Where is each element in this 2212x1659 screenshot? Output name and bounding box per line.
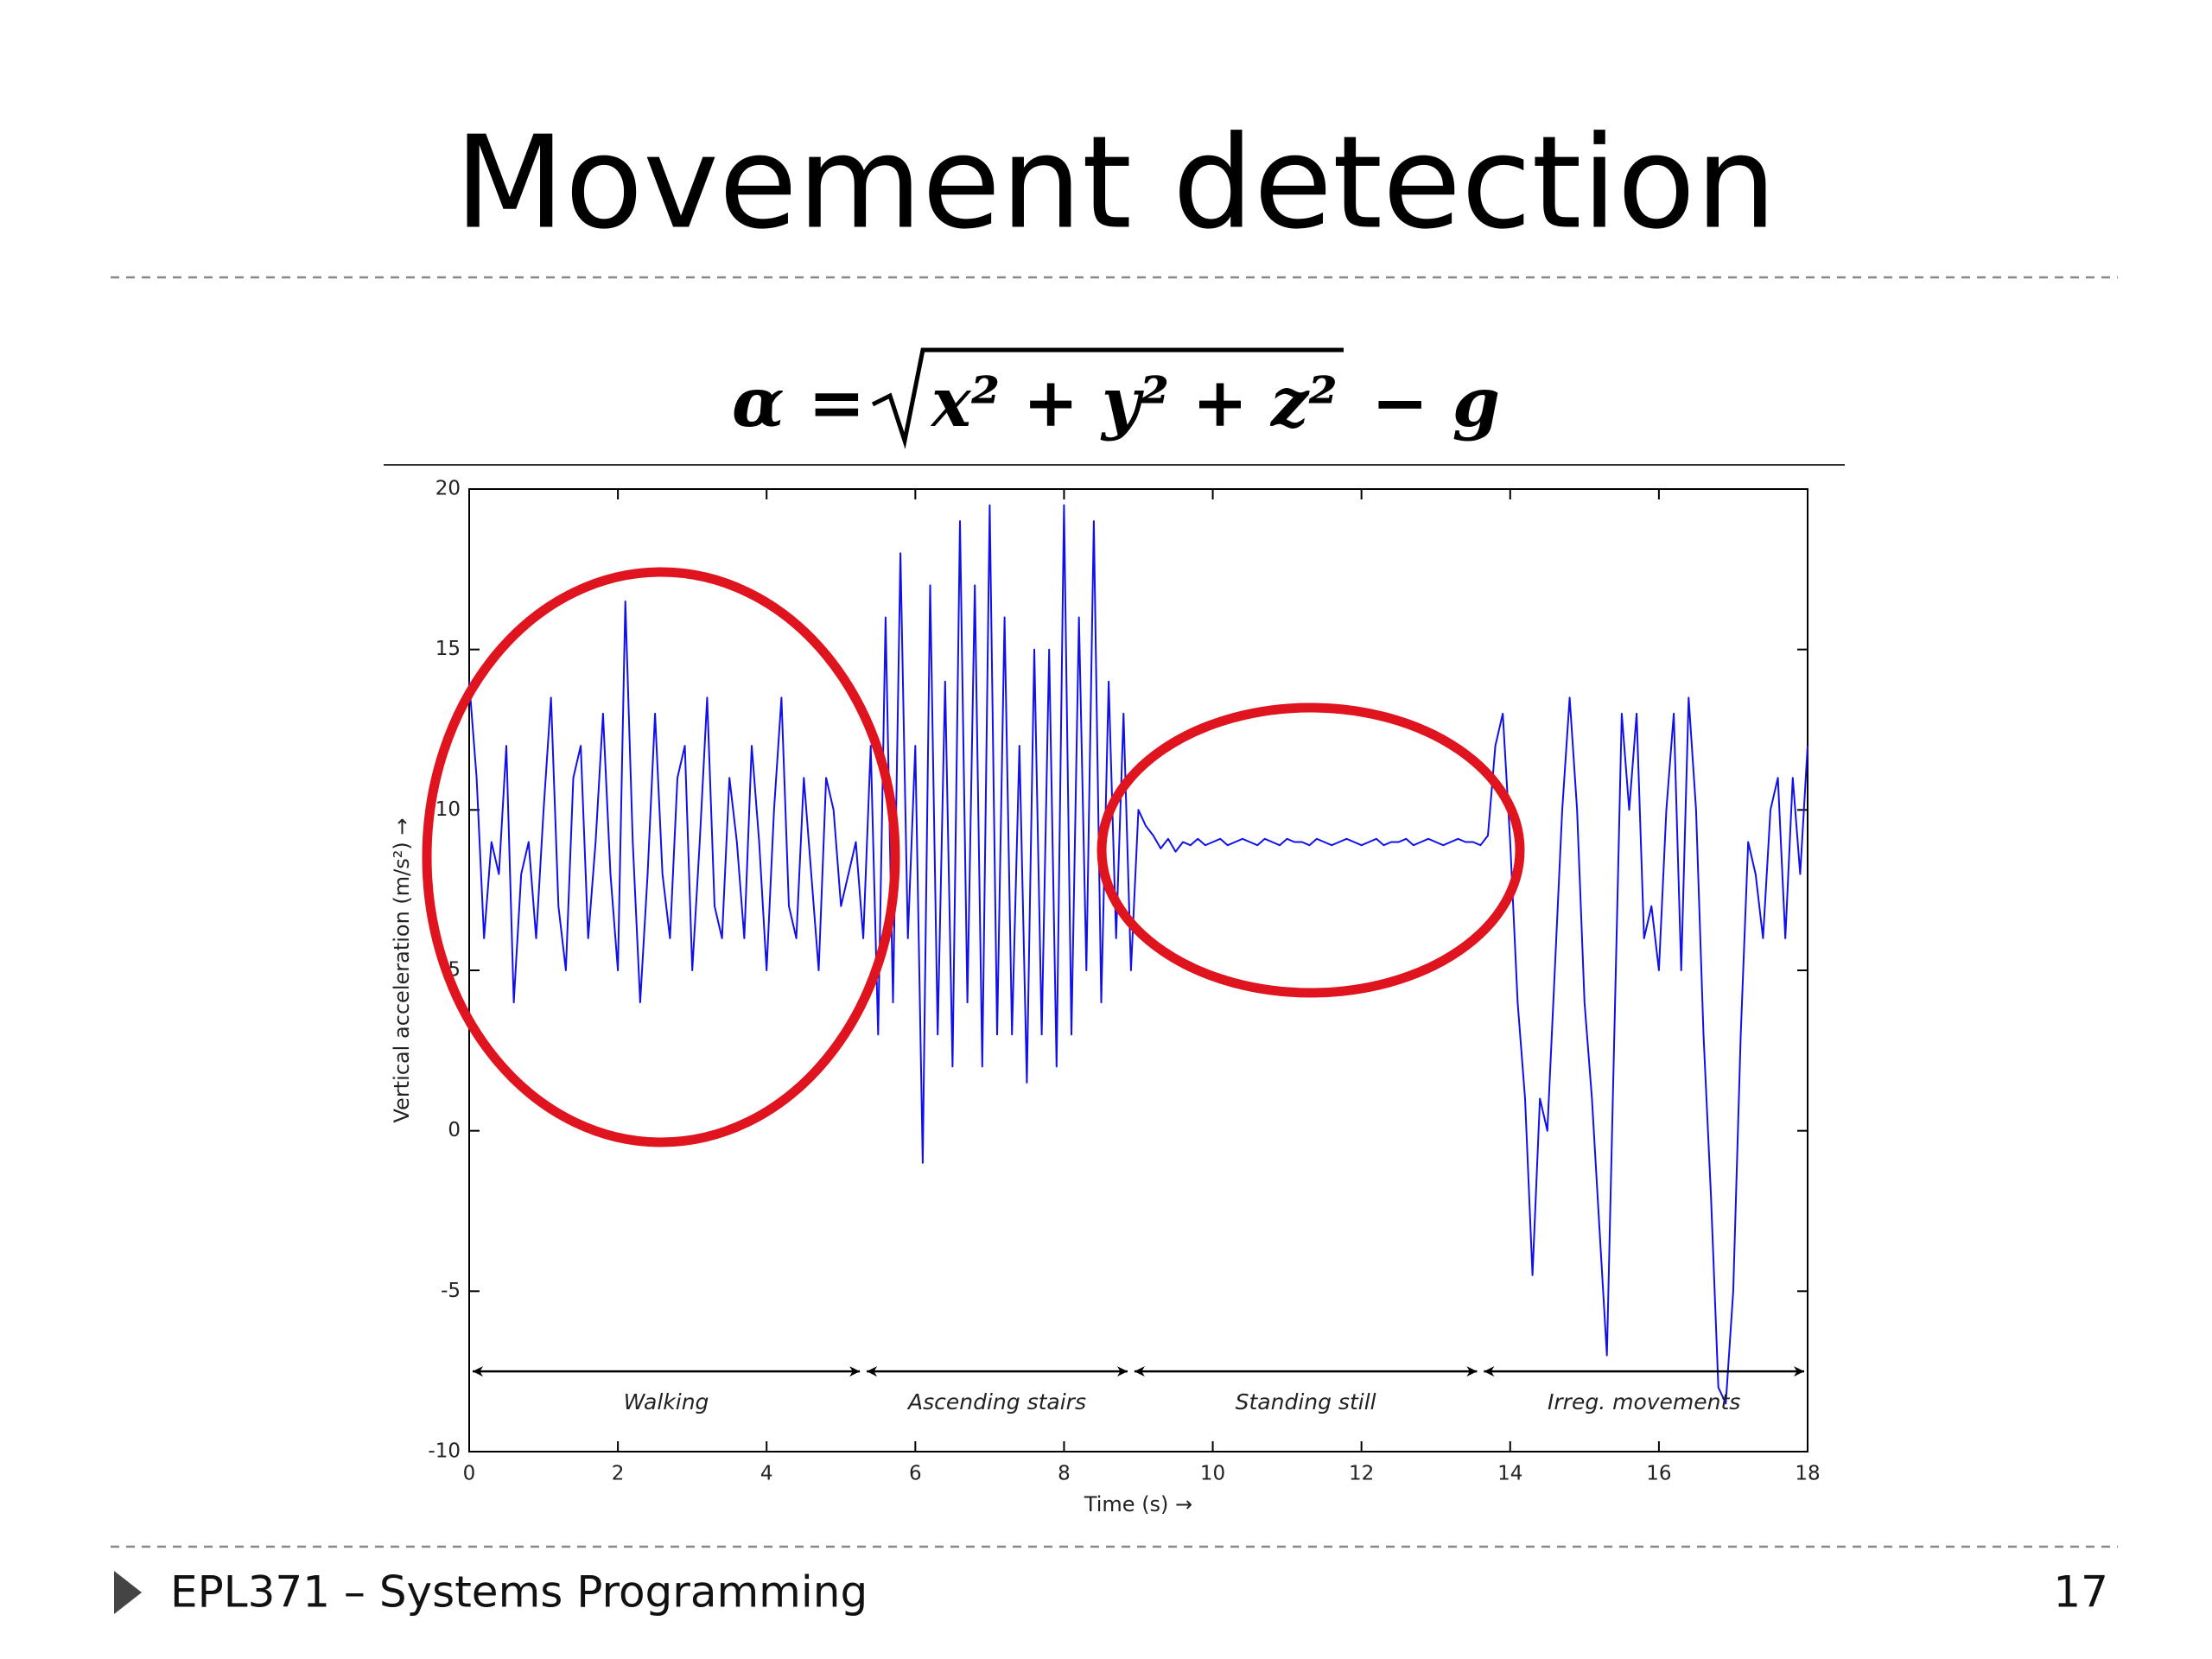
- x-tick-label: 14: [1497, 1463, 1522, 1485]
- radical-sign: [871, 347, 1344, 449]
- formula: α = x² + y² + z² − g: [732, 347, 1500, 449]
- page-number: 17: [2053, 1567, 2108, 1618]
- y-tick-label: 0: [448, 1119, 461, 1141]
- y-tick-label: 10: [435, 798, 461, 821]
- formula-rhs: − g: [1371, 362, 1500, 442]
- x-tick-label: 0: [463, 1463, 476, 1485]
- slide-title: Movement detection: [454, 109, 1777, 257]
- segment-label: Standing still: [1236, 1389, 1376, 1414]
- highlight-ellipse: [422, 567, 900, 1147]
- highlight-ellipse: [1096, 702, 1525, 998]
- segment-label: Irreg. movements: [1548, 1389, 1740, 1414]
- x-tick-label: 6: [909, 1463, 922, 1485]
- y-axis-label: Vertical acceleration (m/s²) →: [390, 818, 414, 1123]
- plot-frame: [468, 488, 1808, 1452]
- bullet-icon: [114, 1571, 142, 1614]
- formula-radicand: x² + y² + z²: [930, 362, 1338, 442]
- x-tick-label: 2: [612, 1463, 625, 1485]
- y-tick-label: 20: [435, 478, 461, 500]
- y-tick-label: -10: [428, 1440, 461, 1463]
- y-tick-label: -5: [441, 1280, 461, 1302]
- x-tick-label: 8: [1058, 1463, 1071, 1485]
- x-tick-label: 12: [1349, 1463, 1374, 1485]
- segment-label: Ascending stairs: [906, 1389, 1086, 1414]
- x-axis-label: Time (s) →: [1084, 1492, 1192, 1516]
- segment-label: Walking: [624, 1389, 709, 1414]
- x-tick-label: 18: [1795, 1463, 1820, 1485]
- footer-text: EPL371 – Systems Programming: [170, 1567, 868, 1618]
- formula-lhs: α =: [732, 362, 866, 442]
- x-tick-label: 10: [1200, 1463, 1225, 1485]
- signal-line: [468, 504, 1808, 1405]
- x-tick-label: 4: [760, 1463, 773, 1485]
- y-tick-label: 15: [435, 638, 461, 660]
- x-tick-label: 16: [1646, 1463, 1671, 1485]
